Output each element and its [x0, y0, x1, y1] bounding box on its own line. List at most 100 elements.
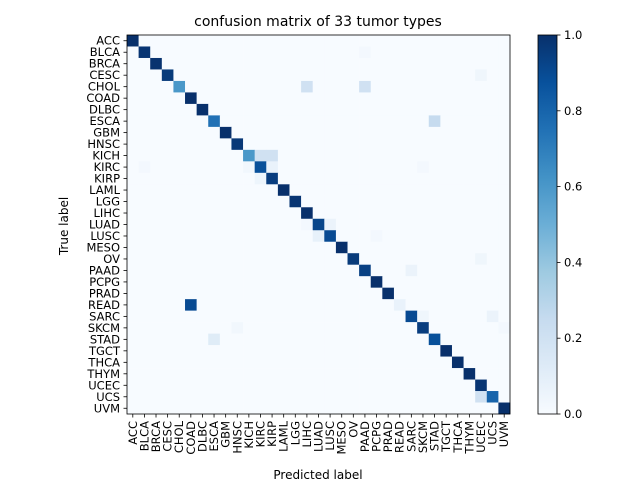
heatmap-cell — [451, 195, 464, 208]
heatmap-cell — [208, 126, 221, 139]
heatmap-cell — [301, 195, 313, 208]
heatmap-cell — [393, 161, 406, 174]
heatmap-cell — [289, 195, 302, 208]
heatmap-cell — [196, 69, 209, 82]
heatmap-cell — [498, 46, 511, 59]
heatmap-cell — [277, 57, 290, 70]
heatmap-cell — [219, 138, 232, 151]
heatmap-cell — [185, 126, 197, 139]
heatmap-cell — [138, 69, 151, 82]
heatmap-cell — [196, 92, 209, 105]
heatmap-cell — [475, 230, 488, 243]
heatmap-cell — [289, 333, 302, 346]
heatmap-cell — [359, 264, 372, 277]
heatmap-cell — [463, 402, 476, 415]
heatmap-cell — [393, 333, 406, 346]
heatmap-cell — [370, 46, 383, 59]
heatmap-cell — [185, 184, 197, 197]
heatmap-cell — [370, 333, 383, 346]
heatmap-cell — [254, 264, 267, 277]
heatmap-cell — [219, 46, 232, 59]
heatmap-cell — [382, 391, 395, 403]
heatmap-cell — [161, 115, 174, 128]
heatmap-cell — [393, 218, 406, 231]
heatmap-cell — [486, 333, 499, 346]
heatmap-cell — [138, 184, 151, 197]
heatmap-cell — [498, 103, 511, 116]
heatmap-cell — [127, 322, 139, 334]
y-tick-label: BLCA — [90, 45, 120, 59]
heatmap-cell — [254, 333, 267, 346]
heatmap-cell — [208, 345, 221, 357]
heatmap-cell — [185, 287, 197, 300]
heatmap-cell — [127, 149, 139, 162]
heatmap-cell — [173, 333, 186, 346]
x-tick-label: PCPG — [370, 421, 384, 452]
heatmap-cell — [335, 356, 348, 369]
heatmap-cell — [185, 172, 197, 185]
heatmap-cell — [138, 276, 151, 288]
heatmap-cell — [475, 218, 488, 231]
heatmap-cell — [254, 172, 267, 185]
heatmap-cell — [335, 322, 348, 334]
heatmap-cell — [498, 172, 511, 185]
heatmap-cell — [301, 138, 313, 151]
heatmap-cell — [359, 80, 372, 93]
heatmap-cell — [231, 345, 244, 357]
x-tick-label: PRAD — [381, 421, 395, 452]
heatmap-cell — [498, 356, 511, 369]
heatmap-cell — [498, 161, 511, 174]
heatmap-cell — [393, 207, 406, 220]
heatmap-cell — [208, 80, 221, 93]
heatmap-cell — [359, 287, 372, 300]
heatmap-cell — [440, 161, 453, 174]
heatmap-cell — [231, 195, 244, 208]
heatmap-cell — [185, 230, 197, 243]
heatmap-cell — [301, 184, 313, 197]
heatmap-cell — [219, 310, 232, 323]
heatmap-cell — [417, 207, 430, 220]
heatmap-cell — [231, 368, 244, 380]
heatmap-cell — [243, 195, 255, 208]
heatmap-cell — [266, 379, 279, 392]
heatmap-cell — [266, 35, 279, 47]
heatmap-cell — [254, 379, 267, 392]
heatmap-cell — [451, 310, 464, 323]
heatmap-cell — [312, 92, 325, 105]
heatmap-cell — [161, 80, 174, 93]
heatmap-cell — [417, 195, 430, 208]
heatmap-cell — [475, 149, 488, 162]
heatmap-cell — [254, 230, 267, 243]
heatmap-cell — [127, 391, 139, 403]
heatmap-cell — [335, 126, 348, 139]
heatmap-cell — [150, 310, 163, 323]
heatmap-cell — [405, 299, 418, 311]
heatmap-cell — [451, 80, 464, 93]
heatmap-cell — [219, 299, 232, 311]
heatmap-cell — [498, 149, 511, 162]
heatmap-cell — [312, 276, 325, 288]
heatmap-cell — [498, 379, 511, 392]
heatmap-cell — [382, 80, 395, 93]
heatmap-cell — [393, 356, 406, 369]
heatmap-cell — [150, 287, 163, 300]
heatmap-cell — [231, 322, 244, 334]
heatmap-cell — [289, 103, 302, 116]
y-tick-label: PRAD — [89, 286, 120, 300]
heatmap-cell — [428, 115, 441, 128]
heatmap-cell — [254, 253, 267, 265]
heatmap-cell — [475, 207, 488, 220]
heatmap-cell — [208, 207, 221, 220]
heatmap-cell — [196, 195, 209, 208]
heatmap-cell — [185, 345, 197, 357]
colorbar-tick-label: 1.0 — [564, 28, 582, 42]
heatmap-cell — [393, 46, 406, 59]
heatmap-cell — [208, 333, 221, 346]
y-tick-label: PCPG — [89, 275, 120, 289]
heatmap-cell — [138, 35, 151, 47]
heatmap-cell — [370, 207, 383, 220]
heatmap-cell — [161, 172, 174, 185]
heatmap-cell — [196, 322, 209, 334]
x-tick-label: LIHC — [300, 421, 314, 447]
heatmap-cell — [428, 195, 441, 208]
